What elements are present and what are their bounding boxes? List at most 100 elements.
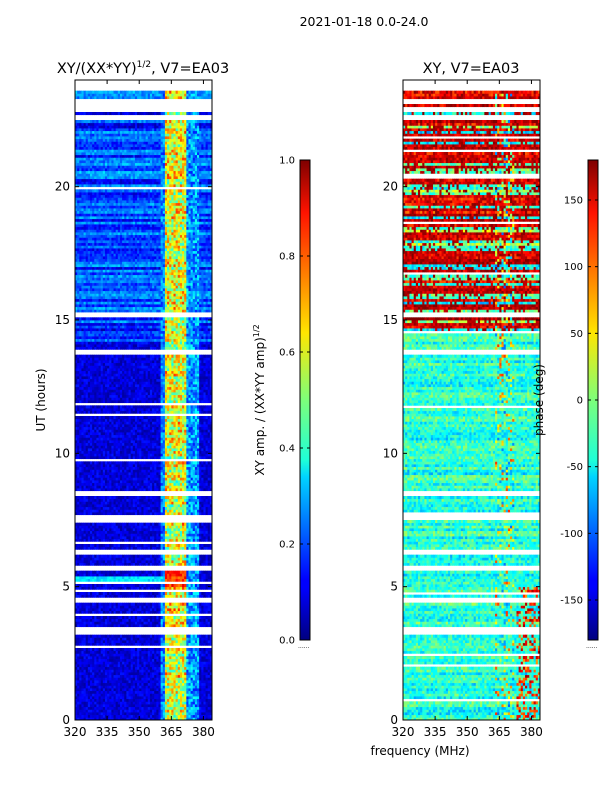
heatmap-cell xyxy=(173,704,177,708)
heatmap-cell xyxy=(171,605,174,609)
heatmap-cell xyxy=(143,570,147,574)
heatmap-cell xyxy=(126,624,129,628)
heatmap-cell xyxy=(175,592,179,596)
heatmap-cell xyxy=(100,664,104,668)
heatmap-cell xyxy=(109,653,112,657)
heatmap-cell xyxy=(137,560,140,564)
heatmap-cell xyxy=(171,698,174,702)
heatmap-cell xyxy=(122,709,125,713)
heatmap-cell xyxy=(79,666,82,670)
heatmap-cell xyxy=(75,650,78,654)
heatmap-cell xyxy=(152,672,155,676)
heatmap-cell xyxy=(158,672,162,676)
heatmap-cell xyxy=(92,682,95,686)
heatmap-cell xyxy=(160,560,164,564)
heatmap-cell xyxy=(109,698,112,702)
heatmap-cell xyxy=(139,544,142,548)
heatmap-cell xyxy=(137,701,140,705)
heatmap-cell xyxy=(100,570,104,574)
heatmap-cell xyxy=(205,672,209,676)
heatmap-cell xyxy=(77,661,80,665)
heatmap-cell xyxy=(109,674,112,678)
heatmap-cell xyxy=(96,682,99,686)
heatmap-cell xyxy=(179,624,183,628)
heatmap-cell xyxy=(194,714,198,718)
heatmap-cell xyxy=(128,666,132,670)
heatmap-cell xyxy=(154,704,157,708)
heatmap-cell xyxy=(179,672,183,676)
heatmap-cell xyxy=(77,656,80,660)
heatmap-cell xyxy=(87,573,91,577)
heatmap-cell xyxy=(117,570,121,574)
heatmap-cell xyxy=(184,605,187,609)
heatmap-cell xyxy=(83,688,87,692)
heatmap-cell xyxy=(113,690,117,694)
heatmap-cell xyxy=(113,656,117,660)
heatmap-cell xyxy=(164,560,168,564)
heatmap-cell xyxy=(207,698,211,702)
heatmap-cell xyxy=(173,546,177,550)
heatmap-cell xyxy=(83,656,87,660)
heatmap-cell xyxy=(205,562,209,566)
heatmap-cell xyxy=(126,576,129,580)
heatmap-cell xyxy=(169,709,172,713)
heatmap-cell xyxy=(119,557,123,561)
heatmap-cell xyxy=(179,656,183,660)
heatmap-cell xyxy=(119,544,123,548)
heatmap-cell xyxy=(152,677,155,681)
heatmap-cell xyxy=(209,637,212,641)
heatmap-cell xyxy=(182,685,185,689)
heatmap-cell xyxy=(173,637,177,641)
heatmap-cell xyxy=(83,546,87,550)
heatmap-cell xyxy=(143,642,147,646)
heatmap-cell xyxy=(115,544,119,548)
heatmap-cell xyxy=(113,666,117,670)
heatmap-cell xyxy=(87,546,91,550)
heatmap-cell xyxy=(79,682,82,686)
heatmap-cell xyxy=(96,658,99,662)
heatmap-cell xyxy=(149,586,153,590)
heatmap-cell xyxy=(137,677,140,681)
heatmap-cell xyxy=(117,610,121,614)
heatmap-cell xyxy=(115,661,119,665)
heatmap-cell xyxy=(87,624,91,628)
heatmap-cell xyxy=(177,674,181,678)
heatmap-cell xyxy=(173,664,177,668)
heatmap-cell xyxy=(192,592,196,596)
heatmap-cell xyxy=(75,546,78,550)
heatmap-cell xyxy=(184,570,187,574)
heatmap-cell xyxy=(98,642,102,646)
heatmap-cell xyxy=(94,602,97,606)
heatmap-cell xyxy=(85,664,89,668)
heatmap-cell xyxy=(175,560,179,564)
heatmap-cell xyxy=(164,608,168,612)
heatmap-cell xyxy=(186,706,189,710)
heatmap-cell xyxy=(162,677,166,681)
heatmap-cell xyxy=(160,562,164,566)
heatmap-cell xyxy=(83,573,87,577)
heatmap-cell xyxy=(177,709,181,713)
heatmap-cell xyxy=(75,698,78,702)
heatmap-cell xyxy=(182,706,185,710)
heatmap-cell xyxy=(173,658,177,662)
heatmap-cell xyxy=(179,688,183,692)
heatmap-cell xyxy=(205,690,209,694)
heatmap-cell xyxy=(156,677,159,681)
heatmap-cell xyxy=(134,602,138,606)
heatmap-cell xyxy=(139,701,142,705)
heatmap-cell xyxy=(167,640,170,644)
heatmap-cell xyxy=(143,621,147,625)
heatmap-cell xyxy=(111,634,114,638)
heatmap-cell xyxy=(92,712,95,716)
heatmap-cell xyxy=(87,608,91,612)
heatmap-cell xyxy=(152,557,155,561)
heatmap-cell xyxy=(104,685,108,689)
heatmap-cell xyxy=(141,685,144,689)
heatmap-cell xyxy=(173,624,177,628)
heatmap-cell xyxy=(205,637,209,641)
heatmap-cell xyxy=(81,712,84,716)
heatmap-cell xyxy=(209,576,212,580)
heatmap-cell xyxy=(143,616,147,620)
heatmap-cell xyxy=(113,634,117,638)
heatmap-cell xyxy=(190,648,194,652)
